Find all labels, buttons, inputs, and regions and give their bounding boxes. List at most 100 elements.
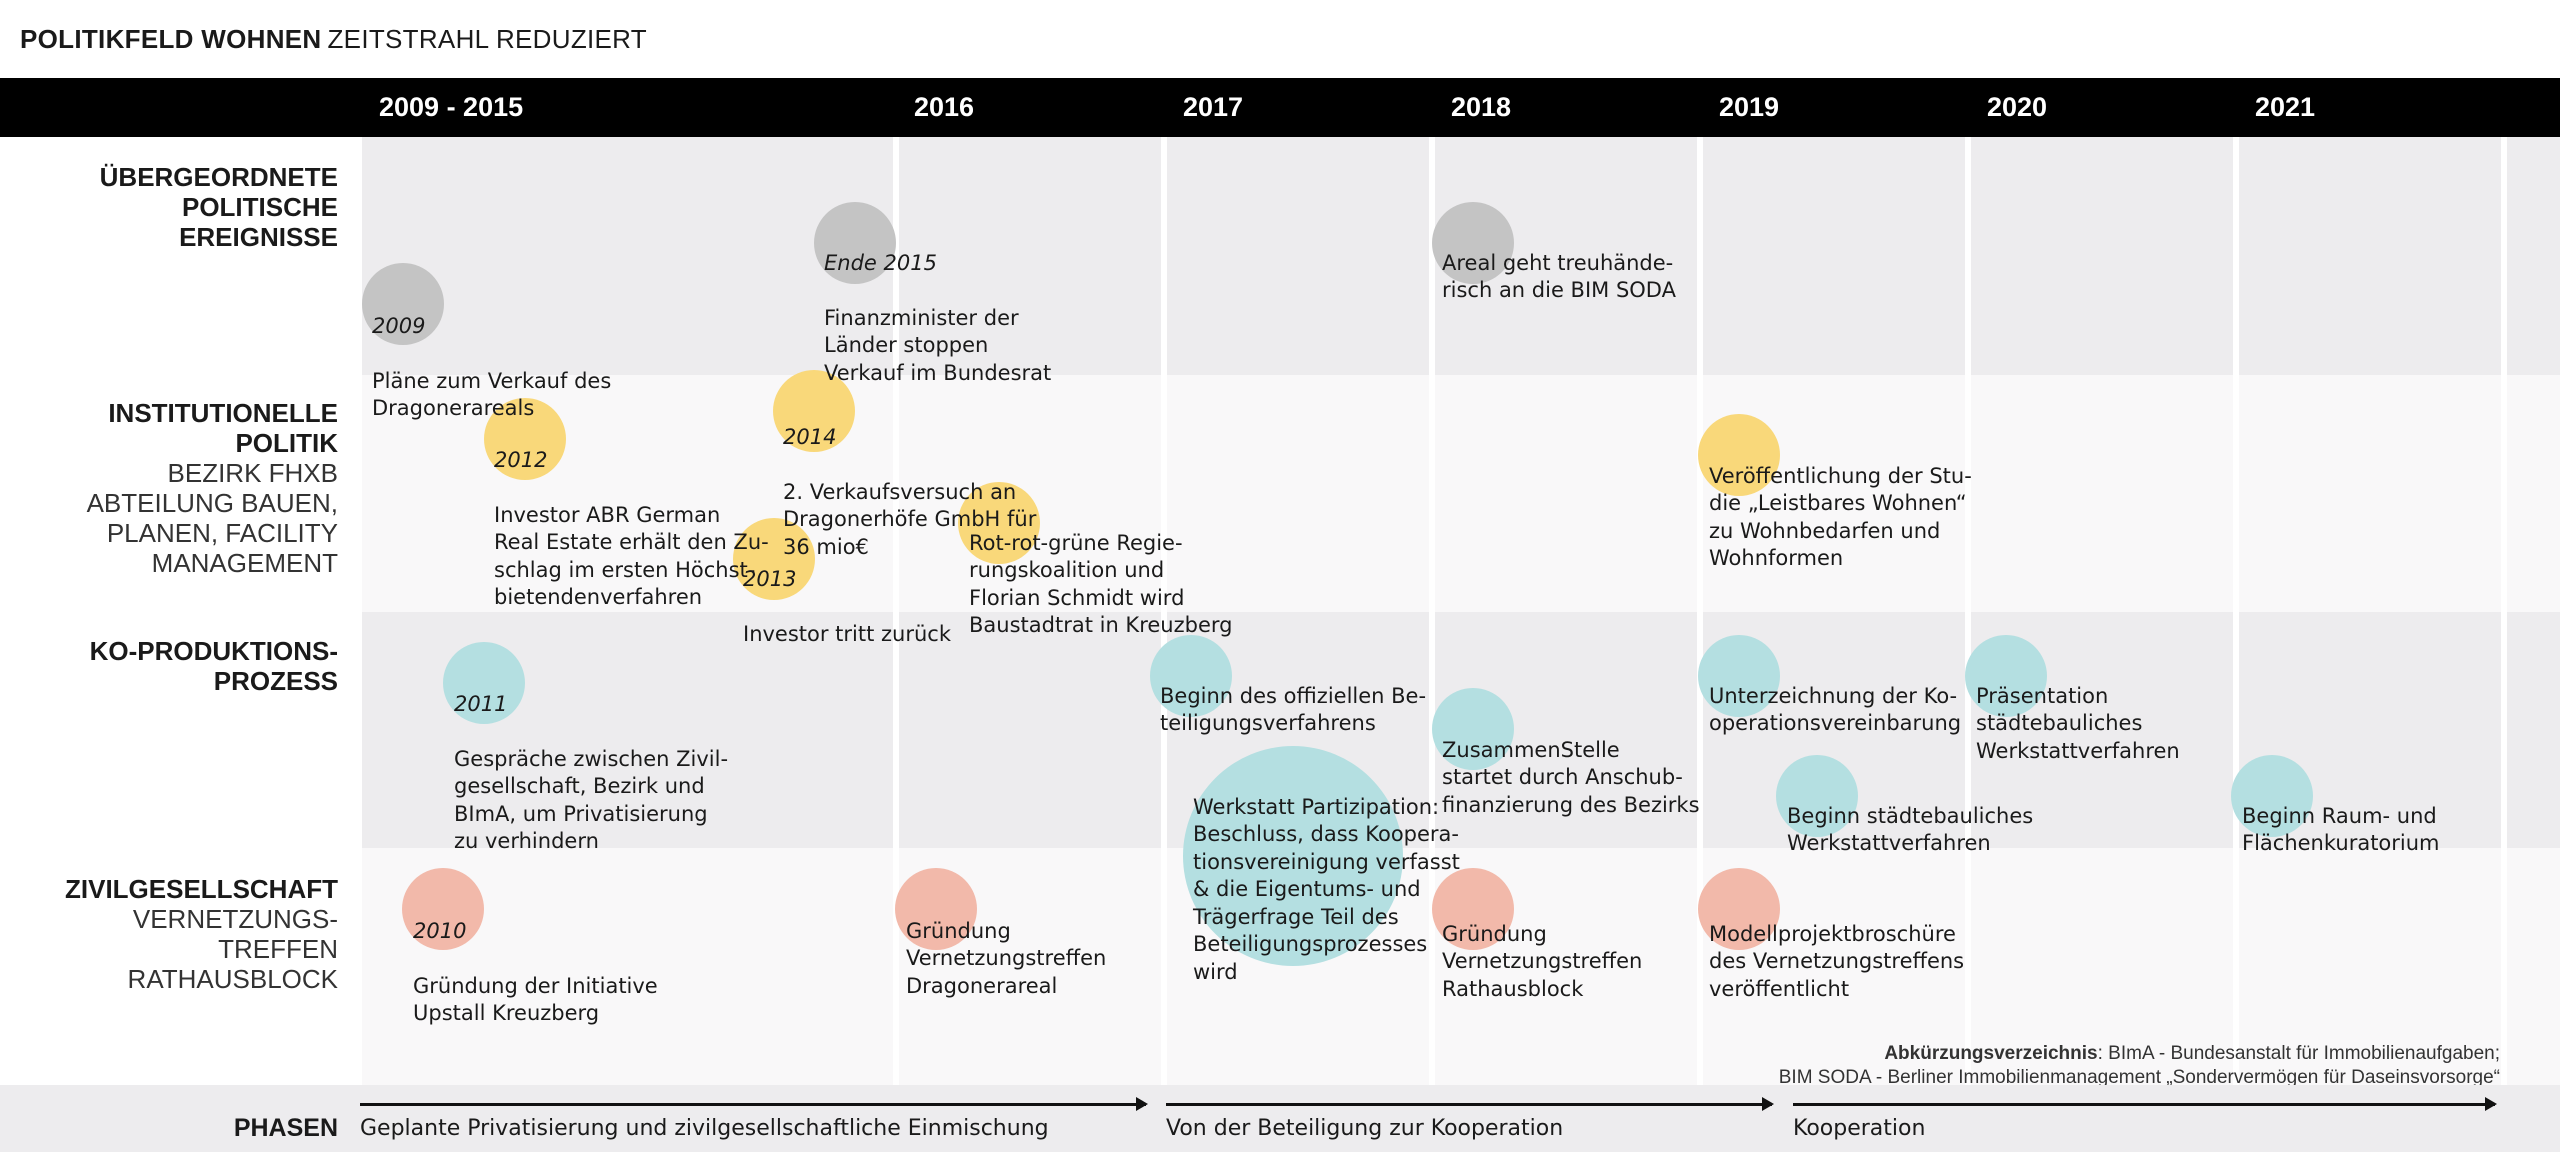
year-label: 2018 [1451,92,1512,122]
event-year: Ende 2015 [824,250,937,275]
event-marker-circle [1776,755,1858,837]
event-text: Werkstatt Partizipation: Beschluss, dass… [1193,794,1460,984]
event-text: Gründung Vernetzungstreffen Rathausblock [1442,921,1643,1001]
event-year: 2013 [743,566,797,591]
event-text: ZusammenStelle startet durch Anschub- fi… [1442,737,1700,817]
phases-band [0,1085,2560,1152]
title-bold: POLITIKFELD WOHNEN [20,24,322,54]
event-text: Gespräche zwischen Zivil- gesellschaft, … [454,746,729,854]
event-2016-vernetzung-dragoner: Gründung Vernetzungstreffen Dragonerarea… [906,890,1106,1028]
title-light: ZEITSTRAHL REDUZIERT [327,24,647,54]
phase-text: Geplante Privatisierung und zivilgesells… [360,1116,1049,1141]
event-marker-circle [1432,202,1514,284]
event-2017-beteiligung: Beginn des offiziellen Be- teiligungsver… [1160,655,1426,765]
year-label: 2020 [1987,92,2048,122]
event-text: Areal geht treuhände- risch an die BIM S… [1442,250,1676,303]
column-divider [356,137,362,1085]
event-text: Beginn Raum- und Flächenkuratorium [2242,803,2440,856]
event-2013-investor-zurueck: 2013 Investor tritt zurück [743,538,951,676]
event-2019-werkstattverfahren: Beginn städtebauliches Werkstattverfahre… [1787,775,2033,885]
row-label-bold: ZIVILGESELLSCHAFT [65,874,338,904]
event-text: Modellprojektbroschüre des Vernetzungstr… [1709,921,1965,1001]
column-divider [2233,137,2239,1085]
event-2019-broschuere: Modellprojektbroschüre des Vernetzungstr… [1709,893,1964,1031]
column-divider [1965,137,1971,1085]
row-label-light: BEZIRK FHXB ABTEILUNG BAUEN, PLANEN, FAC… [86,458,338,578]
phase-arrow [1166,1097,1774,1111]
event-2020-praesentation: Präsentation städtebauliches Werkstattve… [1976,655,2180,793]
year-label: 2009 - 2015 [379,92,524,122]
phase-text: Kooperation [1793,1116,1926,1141]
event-marker-circle [2231,755,2313,837]
column-divider [1697,137,1703,1085]
event-2018-zusammenstelle: ZusammenStelle startet durch Anschub- fi… [1442,709,1700,847]
event-2016-koalition: Rot-rot-grüne Regie- rungskoalition und … [969,502,1232,667]
event-2019-kooperationsvereinbarung: Unterzeichnung der Ko- operationsvereinb… [1709,655,1961,765]
event-text: Investor ABR German Real Estate erhält d… [494,502,769,610]
event-2018-areal: Areal geht treuhände- risch an die BIM S… [1442,222,1676,332]
year-label: 2017 [1183,92,1244,122]
event-year: 2010 [413,918,467,943]
row-label-bold: INSTITUTIONELLE POLITIK [108,398,338,458]
abbreviations-note: Abkürzungsverzeichnis: BImA - Bundesanst… [1779,1042,2500,1090]
event-text: Beginn städtebauliches Werkstattverfahre… [1787,803,2034,856]
event-2021-kuratorium: Beginn Raum- und Flächenkuratorium [2242,775,2440,885]
event-year: 2009 [372,313,426,338]
year-label: 2016 [914,92,975,122]
event-marker-circle [1150,635,1232,717]
page-title: POLITIKFELD WOHNEN ZEITSTRAHL REDUZIERT [20,24,647,55]
event-marker-circle [362,263,444,345]
phase-arrow [1793,1097,2497,1111]
event-marker-circle [1965,635,2047,717]
event-text: Unterzeichnung der Ko- operationsvereinb… [1709,683,1962,736]
row-label-bold: ÜBERGEORDNETE POLITISCHE EREIGNISSE [99,162,338,252]
phases-label: PHASEN [233,1114,338,1142]
column-divider [2501,137,2507,1085]
event-marker-circle [895,868,977,950]
event-2019-studie: Veröffentlichung der Stu- die „Leistbare… [1709,435,1972,600]
abbreviations-title: Abkürzungsverzeichnis [1884,1043,2098,1064]
phase-arrow [360,1097,1148,1111]
event-text: Veröffentlichung der Stu- die „Leistbare… [1709,463,1972,571]
year-label: 2021 [2255,92,2316,122]
column-divider [893,137,899,1085]
phase-text: Von der Beteiligung zur Kooperation [1166,1116,1564,1141]
event-text: Rot-rot-grüne Regie- rungskoalition und … [969,530,1233,638]
abbreviations-line2: BIM SODA - Berliner Immobilienmanagement… [1778,1067,2500,1088]
row-institutional-bg [360,375,2560,612]
year-header-bar: 2009 - 2015 2016 2017 2018 2019 2020 202… [0,78,2560,137]
event-2012-investor: 2012 Investor ABR German Real Estate erh… [494,419,769,639]
event-text: Pläne zum Verkauf des Dragonerareals [372,368,612,421]
event-2011-gespraeche: 2011 Gespräche zwischen Zivil- gesellsch… [454,663,728,883]
column-divider [1161,137,1167,1085]
event-marker-circle [958,482,1040,564]
event-text: Gründung Vernetzungstreffen Dragonerarea… [906,918,1107,998]
event-2017-werkstatt: Werkstatt Partizipation: Beschluss, dass… [1193,766,1460,1014]
event-marker-circle [443,642,525,724]
event-2015-finanzminister: Ende 2015 Finanzminister der Länder stop… [824,222,1051,415]
abbreviations-line1: : BImA - Bundesanstalt für Immobilienauf… [2097,1043,2500,1064]
row-label-political: ÜBERGEORDNETE POLITISCHE EREIGNISSE [0,162,338,252]
event-marker-circle [402,868,484,950]
row-label-bold: KO-PRODUKTIONS-PROZESS [89,636,338,696]
event-text: Beginn des offiziellen Be- teiligungsver… [1160,683,1427,736]
event-2018-vernetzung-rathaus: Gründung Vernetzungstreffen Rathausblock [1442,893,1642,1031]
event-marker-circle [1698,635,1780,717]
event-text: Finanzminister der Länder stoppen Verkau… [824,305,1052,385]
year-label: 2019 [1719,92,1780,122]
event-2014-verkaufsversuch: 2014 2. Verkaufsversuch an Dragonerhöfe … [783,396,1036,589]
event-text: Investor tritt zurück [743,621,952,646]
event-year: 2011 [454,691,508,716]
event-marker-circle [1183,746,1403,966]
event-2009-plaene: 2009 Pläne zum Verkauf des Dragonerareal… [372,285,611,450]
column-divider [1429,137,1435,1085]
event-marker-circle [773,370,855,452]
event-marker-circle [1432,688,1514,770]
row-label-institutional: INSTITUTIONELLE POLITIK BEZIRK FHXB ABTE… [0,398,338,578]
row-label-coproduction: KO-PRODUKTIONS-PROZESS [0,636,338,696]
event-marker-circle [733,518,815,600]
event-text: Gründung der Initiative Upstall Kreuzber… [413,973,658,1026]
event-marker-circle [1698,414,1780,496]
event-text: 2. Verkaufsversuch an Dragonerhöfe GmbH … [783,479,1037,559]
event-marker-circle [484,398,566,480]
